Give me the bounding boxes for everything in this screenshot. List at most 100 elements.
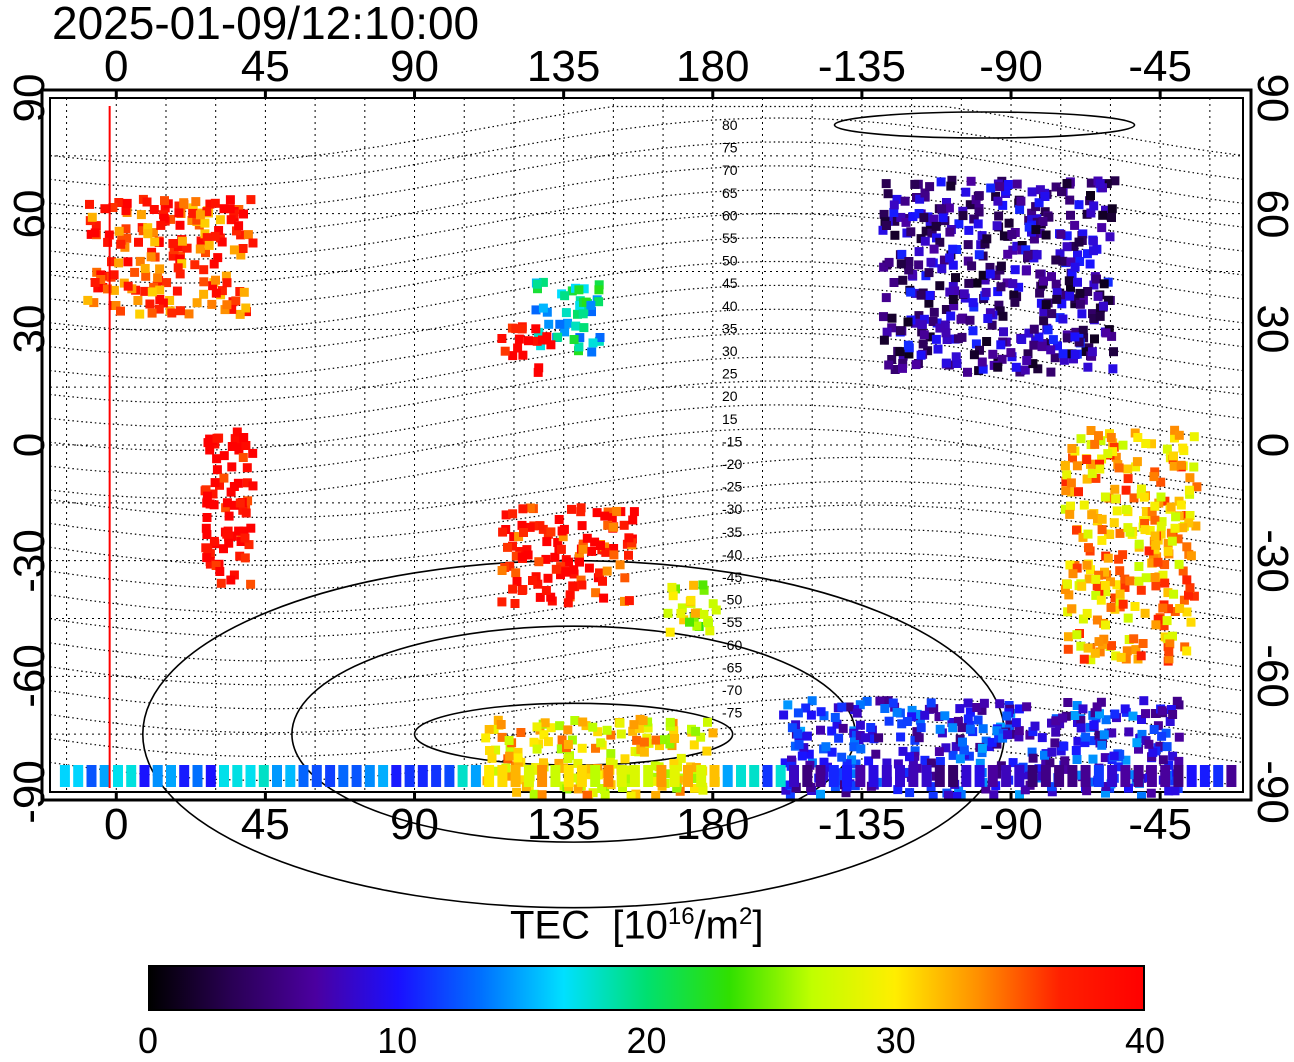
tec-cell: [1052, 288, 1062, 298]
tec-cell: [1063, 644, 1073, 654]
tec-cell: [609, 544, 619, 553]
tec-cell: [595, 568, 604, 578]
tec-cell: [248, 448, 258, 458]
tec-cell: [497, 765, 508, 787]
tec-cell: [1091, 590, 1101, 600]
tec-cell: [590, 537, 600, 547]
tec-cell: [1067, 765, 1078, 787]
tec-cell: [219, 765, 229, 787]
tec-cell: [508, 584, 518, 594]
tec-cell: [172, 286, 182, 296]
tec-cell: [968, 326, 978, 336]
tec-cell: [1184, 485, 1194, 495]
tec-cell: [111, 301, 121, 310]
tec-cell: [602, 725, 612, 735]
tec-cell: [1014, 704, 1024, 714]
tec-cell: [417, 765, 428, 787]
tec-cell: [522, 545, 532, 555]
tec-cell: [1095, 647, 1105, 657]
tec-cell: [948, 295, 958, 304]
contour-label: -25: [722, 479, 742, 495]
tec-cell: [1061, 486, 1071, 496]
tec-cell: [530, 765, 540, 775]
tec-cell: [248, 238, 258, 248]
tec-cell: [898, 363, 907, 373]
tec-cell: [982, 337, 992, 346]
tec-cell: [950, 286, 960, 296]
tec-cell: [515, 547, 525, 556]
tec-cell: [325, 765, 336, 787]
tec-cell: [364, 765, 375, 787]
tec-cell: [576, 575, 586, 585]
tec-cell: [1146, 765, 1157, 787]
tec-cell: [155, 264, 165, 274]
tec-cell: [1182, 542, 1192, 552]
tec-cell: [212, 465, 222, 475]
tec-cell: [1159, 621, 1169, 631]
tec-cell: [141, 271, 151, 281]
timestamp: 2025-01-09/12:10:00: [52, 0, 480, 49]
tec-cell: [889, 200, 899, 210]
magnetic-contour: [49, 695, 1244, 758]
tec-cell: [149, 205, 159, 214]
tec-cell: [914, 247, 924, 257]
tec-cell: [996, 261, 1006, 271]
tec-cell: [944, 790, 953, 800]
tec-cell: [1123, 523, 1133, 533]
tec-cell: [229, 500, 239, 510]
tec-cell: [1093, 514, 1102, 523]
tec-cell: [481, 733, 491, 743]
tec-cell: [175, 220, 185, 230]
tec-cell: [973, 715, 983, 725]
tec-cell: [1072, 563, 1082, 573]
tec-cell: [217, 237, 227, 247]
tec-cell: [166, 214, 176, 224]
tec-cell: [1168, 710, 1178, 719]
tec-cell: [1137, 715, 1146, 724]
tec-cell: [191, 197, 201, 207]
tec-cell: [914, 209, 924, 218]
tec-cell: [518, 350, 528, 360]
tec-cell: [966, 176, 976, 186]
tec-cell: [577, 521, 587, 531]
tec-cell: [1153, 614, 1163, 624]
tec-cell: [874, 733, 884, 743]
tec-cell: [926, 758, 936, 768]
tec-cell: [978, 364, 988, 374]
tec-cell: [192, 298, 202, 308]
tec-cell: [535, 592, 545, 602]
tec-cell: [152, 765, 163, 787]
tec-cell: [628, 726, 638, 736]
tec-cell: [1066, 478, 1076, 488]
tec-cell: [1015, 790, 1024, 800]
tec-cell: [1002, 711, 1012, 721]
tec-cell: [1136, 651, 1146, 661]
tec-cell: [921, 226, 931, 236]
tec-cell: [497, 334, 507, 343]
tec-cell: [1109, 347, 1118, 357]
tec-cell: [975, 345, 984, 355]
tec-cell: [855, 700, 865, 710]
tec-cell: [1044, 212, 1054, 222]
tec-cell: [1086, 426, 1096, 435]
tec-cell: [184, 309, 194, 319]
tec-cell: [222, 300, 232, 310]
tec-cell: [910, 751, 920, 761]
tec-cell: [202, 233, 212, 243]
tec-cell: [1088, 754, 1098, 764]
tec-cell: [965, 200, 975, 210]
tec-cell: [1072, 755, 1082, 764]
tec-cell: [133, 296, 143, 305]
tec-cell: [1014, 726, 1024, 736]
tec-cell: [209, 500, 219, 510]
tec-cell: [1146, 788, 1156, 798]
tec-cell: [586, 300, 596, 310]
tec-cell: [234, 445, 244, 455]
tec-cell: [937, 264, 947, 274]
tec-cell: [162, 278, 172, 288]
tec-cell: [210, 231, 220, 241]
tec-cell: [816, 725, 825, 735]
tec-cell: [1097, 535, 1107, 545]
tec-cell: [896, 212, 906, 222]
tec-cell: [159, 213, 169, 223]
